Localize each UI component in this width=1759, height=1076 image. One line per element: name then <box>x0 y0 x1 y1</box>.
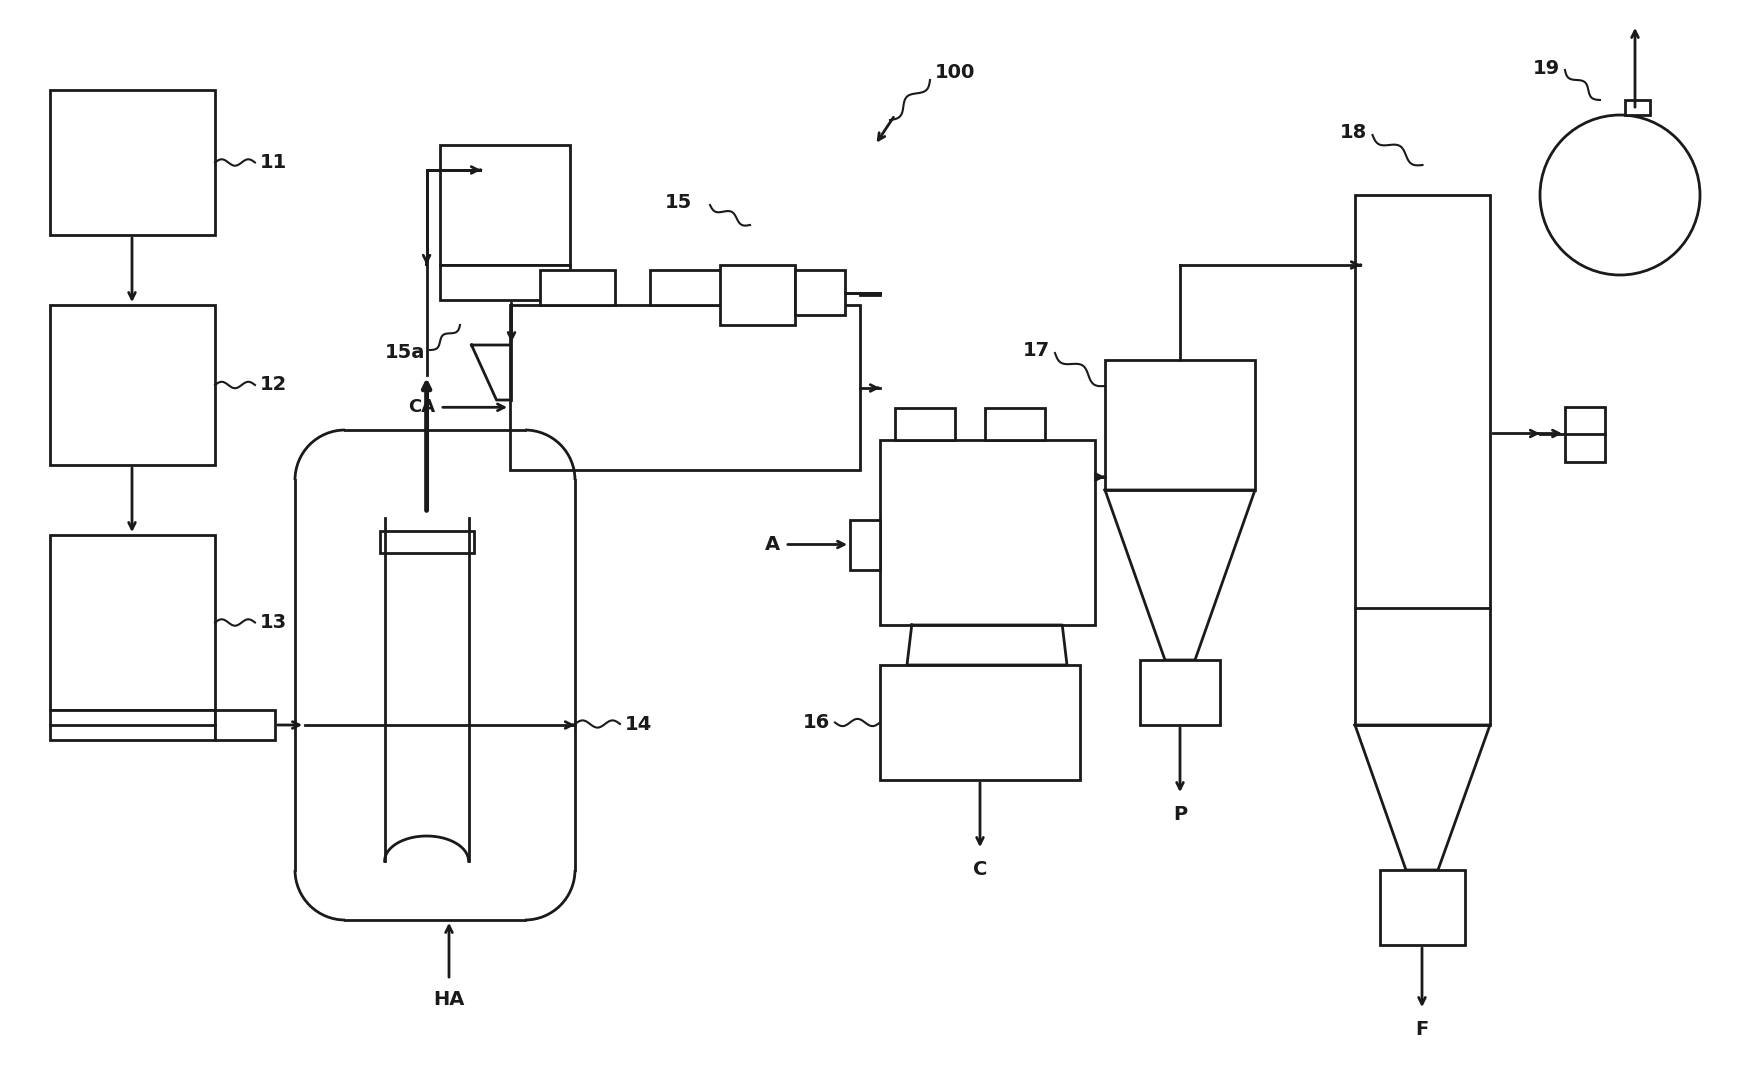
Text: CA: CA <box>408 398 434 416</box>
Text: 14: 14 <box>624 714 653 734</box>
Bar <box>510 305 860 470</box>
Bar <box>895 408 955 440</box>
Bar <box>540 270 616 305</box>
Text: 18: 18 <box>1340 124 1367 142</box>
Text: 100: 100 <box>936 62 976 82</box>
Bar <box>380 530 473 552</box>
Bar <box>795 270 844 315</box>
Bar <box>850 520 880 569</box>
Bar <box>719 265 795 325</box>
Text: C: C <box>973 860 987 879</box>
Bar <box>215 710 274 740</box>
Text: HA: HA <box>433 990 464 1009</box>
Bar <box>49 305 215 465</box>
Bar <box>880 440 1096 625</box>
Bar <box>985 408 1045 440</box>
Bar <box>651 270 725 305</box>
Bar <box>49 710 215 740</box>
Text: 16: 16 <box>802 713 830 732</box>
Bar <box>1354 195 1490 725</box>
Bar <box>440 145 570 265</box>
Bar <box>880 665 1080 780</box>
Text: 13: 13 <box>260 613 287 632</box>
Bar <box>49 90 215 235</box>
Bar <box>49 535 215 710</box>
Text: F: F <box>1416 1020 1428 1039</box>
Text: 15a: 15a <box>385 343 426 363</box>
Bar <box>1105 360 1254 490</box>
Text: P: P <box>1173 805 1187 824</box>
Text: A: A <box>765 535 779 554</box>
Text: 17: 17 <box>1024 341 1050 360</box>
Text: 11: 11 <box>260 153 287 172</box>
Text: 12: 12 <box>260 376 287 395</box>
Bar <box>440 265 570 300</box>
Text: 15: 15 <box>665 194 693 212</box>
Bar <box>1625 100 1650 115</box>
Bar <box>1566 407 1604 462</box>
Bar <box>1381 870 1465 945</box>
Text: 19: 19 <box>1532 58 1560 77</box>
Bar <box>1140 660 1221 725</box>
